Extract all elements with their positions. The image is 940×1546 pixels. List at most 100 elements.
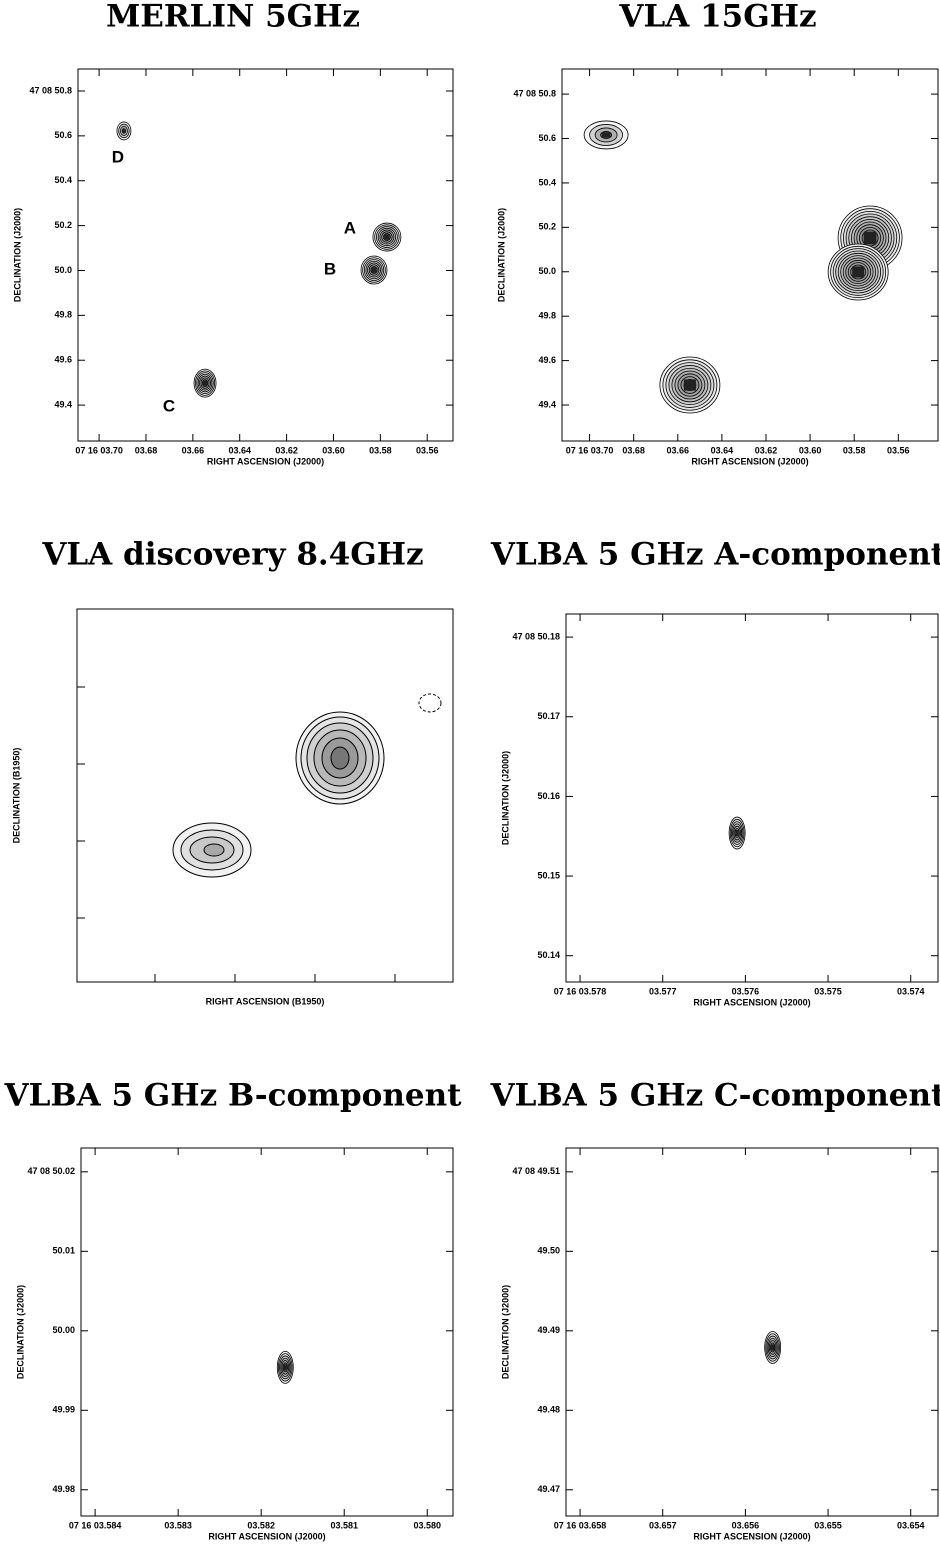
y-tick-label: 47 08 50.8	[513, 88, 556, 98]
contour	[331, 747, 349, 769]
x-tick-label: 03.68	[622, 445, 645, 455]
y-tick-label: 50.00	[52, 1325, 75, 1335]
source-peak	[602, 132, 611, 138]
plot-frame	[78, 69, 453, 441]
y-axis-label: DECLINATION (J2000)	[500, 1285, 510, 1379]
source-peak	[203, 380, 207, 386]
y-axis-label: DECLINATION (B1950)	[11, 748, 21, 844]
panel-title: VLA 15GHz	[618, 0, 816, 35]
x-tick-label: 07 16 03.584	[69, 1520, 122, 1530]
x-tick-label: 07 16 03.658	[554, 1520, 607, 1530]
x-tick-label: 03.66	[667, 445, 690, 455]
y-tick-label: 50.01	[52, 1246, 75, 1256]
y-tick-label: 47 08 50.18	[512, 631, 560, 641]
y-tick-label: 49.8	[538, 311, 556, 321]
source-label: A	[344, 219, 356, 238]
y-axis-label: DECLINATION (J2000)	[500, 751, 510, 845]
y-tick-label: 49.99	[52, 1405, 75, 1415]
source-label: D	[112, 147, 124, 166]
y-tick-label: 50.17	[537, 711, 560, 721]
y-tick-label: 50.14	[537, 950, 560, 960]
panel: VLBA 5 GHz B-component RIGHT ASCENSION (J…	[4, 1078, 463, 1542]
y-tick-label: 50.6	[54, 130, 72, 140]
y-axis-label: DECLINATION (J2000)	[496, 208, 506, 302]
y-tick-label: 50.4	[54, 175, 72, 185]
y-tick-label: 49.48	[537, 1405, 560, 1415]
x-tick-label: 07 16 03.70	[75, 445, 123, 455]
x-tick-label: 03.575	[814, 986, 842, 996]
y-tick-label: 50.15	[537, 870, 560, 880]
source-peak	[123, 129, 126, 133]
y-tick-label: 49.50	[537, 1246, 560, 1256]
x-tick-label: 03.577	[649, 986, 677, 996]
source-label: C	[163, 397, 175, 416]
x-tick-label: 03.60	[799, 445, 822, 455]
x-tick-label: 03.574	[897, 986, 925, 996]
y-tick-label: 47 08 49.51	[512, 1166, 560, 1176]
x-axis-label: RIGHT ASCENSION (J2000)	[691, 456, 808, 466]
y-tick-label: 49.6	[54, 355, 72, 365]
x-tick-label: 07 16 03.578	[554, 986, 607, 996]
x-tick-label: 03.580	[413, 1520, 441, 1530]
y-tick-label: 49.6	[538, 355, 556, 365]
y-tick-label: 50.2	[538, 222, 556, 232]
source-peak	[736, 830, 739, 836]
x-tick-label: 03.56	[416, 445, 439, 455]
y-tick-label: 49.47	[537, 1484, 560, 1494]
source-peak	[384, 234, 390, 240]
source-peak	[284, 1364, 287, 1370]
x-tick-label: 03.66	[182, 445, 205, 455]
x-axis-label: RIGHT ASCENSION (B1950)	[206, 996, 325, 1006]
x-tick-label: 03.581	[330, 1520, 358, 1530]
panel: MERLIN 5GHz RIGHT ASCENSION (J2000) DECLIN…	[12, 0, 453, 466]
source-peak	[864, 232, 877, 245]
x-tick-label: 03.62	[275, 445, 298, 455]
y-tick-label: 49.98	[52, 1484, 75, 1494]
panel-title: VLBA 5 GHz C-component	[490, 1078, 940, 1114]
x-tick-label: 03.583	[164, 1520, 192, 1530]
y-tick-label: 50.16	[537, 791, 560, 801]
panel: VLBA 5 GHz A-componentRIGHT ASCENSION (J…	[490, 537, 940, 1008]
x-tick-label: 03.657	[649, 1520, 677, 1530]
panel-title: VLBA 5 GHz A-component	[490, 537, 940, 573]
source-peak	[371, 267, 376, 273]
x-tick-label: 03.58	[843, 445, 866, 455]
plot-frame	[77, 609, 453, 982]
y-tick-label: 49.8	[54, 310, 72, 320]
x-tick-label: 03.654	[897, 1520, 925, 1530]
panel-title: MERLIN 5GHz	[106, 0, 360, 35]
source-peak	[684, 379, 696, 390]
plot-frame	[566, 1148, 938, 1516]
y-tick-label: 50.4	[538, 177, 556, 187]
y-tick-label: 50.0	[538, 266, 556, 276]
x-tick-label: 03.68	[135, 445, 158, 455]
panel-3-decor	[77, 609, 453, 982]
y-tick-label: 49.49	[537, 1325, 560, 1335]
y-tick-label: 50.0	[54, 265, 72, 275]
y-tick-label: 49.4	[538, 399, 556, 409]
x-axis-label: RIGHT ASCENSION (J2000)	[208, 1531, 325, 1541]
y-tick-label: 47 08 50.8	[29, 85, 72, 95]
source-peak	[852, 266, 864, 277]
y-tick-label: 47 08 50.02	[27, 1166, 75, 1176]
panel-title: VLBA 5 GHz B-component	[4, 1078, 463, 1114]
x-axis-label: RIGHT ASCENSION (J2000)	[693, 1531, 810, 1541]
contour	[204, 844, 224, 856]
y-axis-label: DECLINATION (J2000)	[12, 208, 22, 302]
x-tick-label: 03.582	[247, 1520, 275, 1530]
panel: VLA 15GHz RIGHT ASCENSION (J2000) DECLINAT…	[496, 0, 938, 466]
panel-title: VLA discovery 8.4GHz	[41, 537, 423, 573]
source-label: B	[324, 260, 336, 279]
x-tick-label: 03.58	[369, 445, 392, 455]
x-tick-label: 03.64	[711, 445, 734, 455]
x-tick-label: 03.64	[228, 445, 251, 455]
x-tick-label: 03.655	[814, 1520, 842, 1530]
plot-frame	[566, 614, 938, 982]
x-tick-label: 03.60	[322, 445, 345, 455]
x-tick-label: 07 16 03.70	[566, 445, 614, 455]
panel: VLBA 5 GHz C-component RIGHT ASCENSION (J…	[490, 1078, 940, 1542]
x-axis-label: RIGHT ASCENSION (J2000)	[207, 456, 324, 466]
x-tick-label: 03.62	[755, 445, 778, 455]
source-peak	[771, 1344, 774, 1350]
y-tick-label: 50.2	[54, 220, 72, 230]
